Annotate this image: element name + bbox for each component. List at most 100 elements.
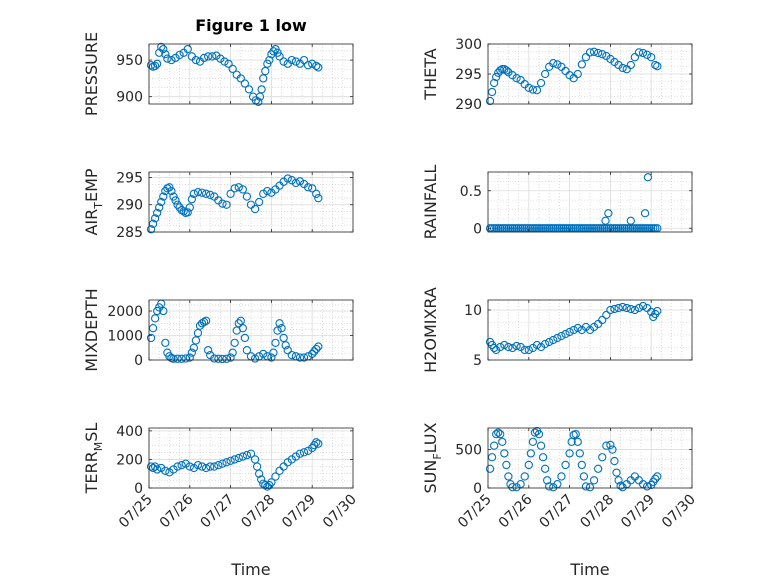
data-point [489,343,499,353]
data-point [598,453,607,462]
data-point [150,61,160,71]
data-point [549,59,558,68]
y-axis-label: PRESSURE [82,32,101,116]
subplot-sun-flux: 0 500 07/25 07/26 07/27 07/28 07/29 07/30 Time SU… [421,422,699,579]
subplot-terr-msl: 0 200 400 07/25 07/26 07/27 07/28 07/29 07/30 Tim… [82,423,360,579]
data-point [193,328,203,338]
data-point [614,303,623,313]
data-point [589,47,599,56]
data-point [534,430,544,439]
data-point [226,353,235,362]
y-tick-label: 290 [455,97,482,113]
data-point [299,448,309,457]
data-point [575,449,584,458]
data-point [630,53,640,62]
data-point [508,483,517,492]
x-tick-label: 07/27 [537,492,577,532]
data-point [222,354,231,363]
data-point [581,53,591,62]
subplot-h2omixra: 5 10 H2OMIXRA [421,287,693,373]
data-point [236,74,245,83]
data-point [148,463,158,473]
data-point [524,460,533,470]
data-point [181,354,190,363]
data-point [630,305,640,315]
data-point [214,354,223,363]
data-point [204,52,213,61]
data-point [159,192,168,201]
data-point [161,466,170,476]
data-point [242,450,252,460]
figure-title: Figure 1 low [195,16,307,35]
data-point [512,74,521,83]
data-point [159,44,168,54]
data-point [299,353,309,362]
data-point [634,303,644,313]
data-point [538,453,548,462]
data-point [594,464,603,473]
data-point [234,319,243,328]
data-point [240,79,250,88]
data-point [573,437,582,446]
data-point [640,209,650,218]
x-tick-label: 07/30 [320,492,360,532]
data-point [651,474,660,483]
y-tick-label: 0 [134,353,143,369]
x-tick-label: 07/26 [496,491,536,531]
data-point [208,52,217,61]
data-point [230,455,239,464]
data-point [224,59,233,68]
data-point [489,78,499,88]
data-point [303,183,313,192]
data-point [653,306,662,316]
data-point [512,341,521,351]
data-point [197,319,207,328]
data-point [557,331,566,341]
data-point [185,462,194,471]
data-point [228,348,237,357]
data-point [187,195,196,204]
y-tick-label: 500 [455,443,482,459]
data-point [281,341,290,350]
data-point [492,72,501,82]
data-point [210,354,219,363]
data-point [618,302,627,312]
data-point [598,315,607,325]
data-point [187,348,196,357]
y-axis-label: RAINFALL [421,165,440,240]
data-point [532,340,542,350]
data-point [496,342,505,352]
data-point [228,64,237,74]
data-point [169,354,178,363]
data-point [148,219,158,228]
data-point [277,324,286,333]
data-point [622,303,631,313]
data-point [159,306,168,316]
data-point [173,462,182,471]
y-tick-label: 290 [116,198,143,214]
data-point [594,48,603,58]
data-point [275,319,284,328]
data-point [545,482,554,491]
data-point [553,333,562,343]
data-point [585,48,595,57]
data-point [238,324,247,333]
data-point [238,185,247,194]
data-point [638,301,648,311]
data-point [571,430,580,439]
data-point [314,439,323,448]
data-point [155,203,164,212]
data-point [210,462,219,471]
data-point [189,343,199,352]
data-point [263,186,272,196]
data-point [153,208,162,218]
y-tick-label: 1000 [107,329,143,345]
data-point [291,178,301,188]
y-tick-label: 0 [473,481,482,497]
data-point [214,460,223,470]
data-point [553,60,562,69]
data-point [308,184,317,193]
data-point [161,338,170,348]
data-point [626,304,635,314]
axes-box [487,427,693,489]
